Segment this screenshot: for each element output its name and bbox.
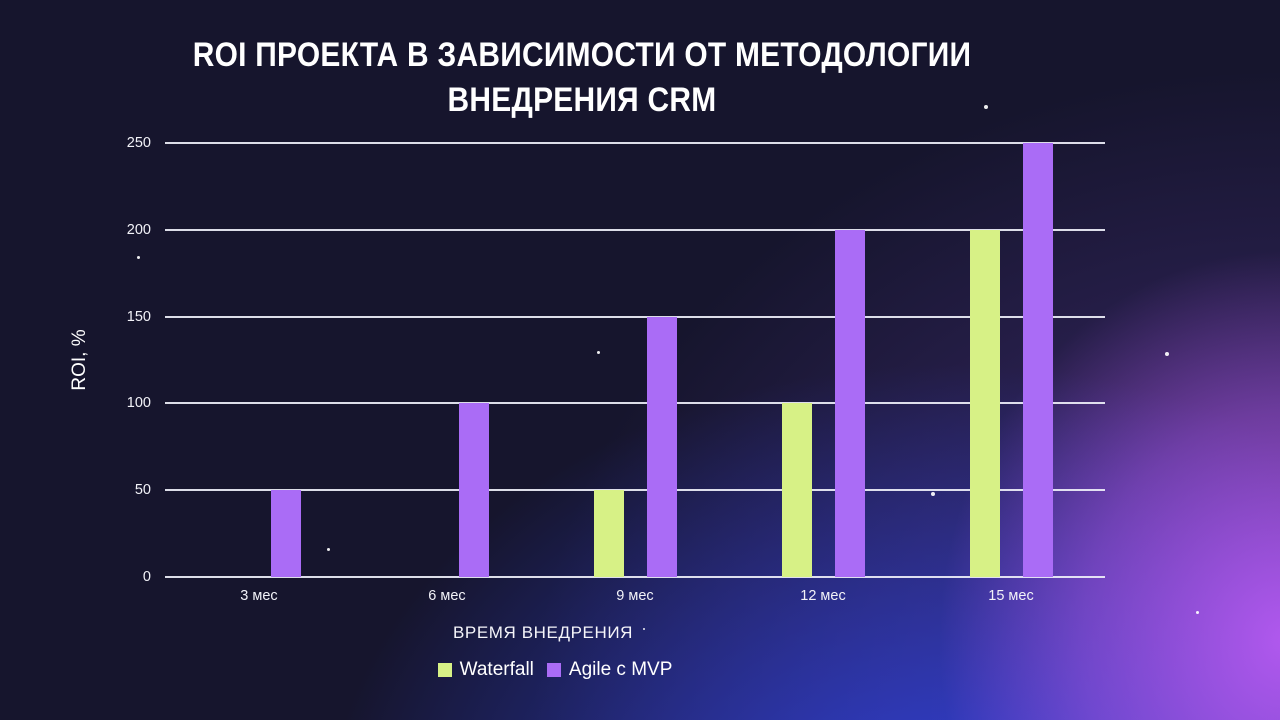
bar-waterfall — [782, 403, 812, 577]
star-dot — [984, 105, 988, 109]
star-dot — [1165, 352, 1169, 356]
bar-agile-mvp — [271, 490, 301, 577]
legend-label-waterfall: Waterfall — [459, 659, 534, 680]
x-tick-label: 15 мес — [988, 588, 1034, 604]
star-dot — [354, 42, 357, 45]
plot-area: 0 50 100 150 200 250 — [127, 135, 1105, 585]
gridline — [165, 142, 1105, 144]
legend-item-agile-mvp: Agile с MVP — [546, 659, 673, 681]
star-dot — [137, 256, 140, 259]
star-dot — [597, 351, 600, 354]
star-dot — [1196, 611, 1199, 614]
star-dot — [931, 492, 935, 496]
legend-item-waterfall: Waterfall — [437, 659, 534, 681]
y-tick-label: 0 — [142, 569, 151, 585]
gridline — [165, 489, 1105, 492]
gridline — [165, 402, 1105, 405]
x-tick-label: 6 мес — [428, 588, 466, 604]
chart-title-line-1: ROI ПРОЕКТА В ЗАВИСИМОСТИ ОТ МЕТОДОЛОГИИ — [192, 36, 972, 74]
gridline — [165, 228, 1105, 231]
y-tick-label: 250 — [126, 135, 151, 151]
x-tick-label: 9 мес — [616, 588, 654, 604]
x-tick-label: 3 мес — [240, 588, 278, 604]
x-tick-label: 12 мес — [800, 588, 846, 604]
chart-title: ROI ПРОЕКТА В ЗАВИСИМОСТИ ОТ МЕТОДОЛОГИИ… — [70, 33, 1094, 123]
legend: Waterfall Agile с MVP — [0, 659, 1110, 681]
star-dot — [643, 628, 645, 630]
bar-waterfall — [970, 230, 1000, 577]
bar-agile-mvp — [835, 230, 865, 577]
bar-agile-mvp — [1023, 143, 1053, 577]
y-axis-title: ROI, % — [69, 329, 90, 391]
gridline — [165, 315, 1105, 318]
bar-agile-mvp — [459, 403, 489, 577]
x-axis-ticks: 3 мес 6 мес 9 мес 12 мес 15 мес — [165, 588, 1105, 608]
legend-swatch-agile-mvp — [546, 663, 561, 677]
y-tick-label: 150 — [126, 308, 151, 325]
y-tick-label: 100 — [126, 395, 151, 412]
y-tick-label: 200 — [126, 221, 151, 238]
x-axis-title: ВРЕМЯ ВНЕДРЕНИЯ — [452, 623, 634, 642]
legend-swatch-waterfall — [437, 663, 452, 677]
legend-label-agile-mvp: Agile с MVP — [568, 659, 673, 680]
bar-agile-mvp — [647, 317, 677, 577]
chart-title-line-2: ВНЕДРЕНИЯ CRM — [447, 81, 717, 119]
bar-waterfall — [594, 490, 624, 577]
y-tick-label: 50 — [134, 482, 151, 499]
star-dot — [327, 548, 330, 551]
gridline — [165, 576, 1105, 578]
